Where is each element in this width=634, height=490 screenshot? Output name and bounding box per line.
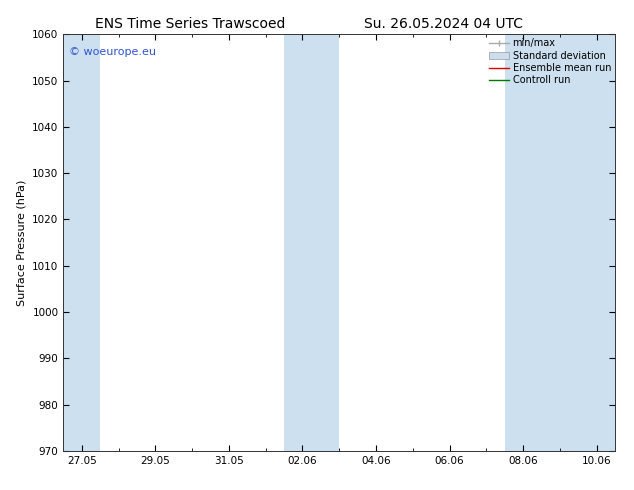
Text: © woeurope.eu: © woeurope.eu — [69, 47, 156, 57]
Legend: min/max, Standard deviation, Ensemble mean run, Controll run: min/max, Standard deviation, Ensemble me… — [488, 36, 613, 87]
Bar — [284, 34, 339, 451]
Text: ENS Time Series Trawscoed: ENS Time Series Trawscoed — [95, 17, 285, 31]
Y-axis label: Surface Pressure (hPa): Surface Pressure (hPa) — [16, 179, 27, 306]
Bar — [505, 34, 615, 451]
Bar — [63, 34, 100, 451]
Text: Su. 26.05.2024 04 UTC: Su. 26.05.2024 04 UTC — [365, 17, 523, 31]
